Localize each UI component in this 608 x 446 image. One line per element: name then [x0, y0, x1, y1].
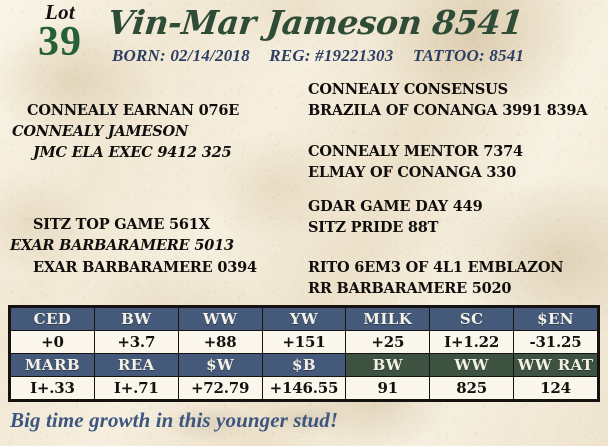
born-label: BORN: [112, 46, 166, 65]
pedigree-dam-sire-dam: SITZ PRIDE 88T [308, 219, 439, 236]
epd-value-sc: I+1.22 [429, 330, 515, 354]
epd-header-marb: MARB [10, 353, 95, 377]
epd-header-b: $B [261, 353, 347, 377]
epd-header-yw: YW [261, 307, 347, 331]
pedigree-sire-sire-dam: BRAZILA OF CONANGA 3991 839A [308, 102, 588, 119]
epd-header-ww: WW [177, 307, 263, 331]
pedigree-dam-dam: EXAR BARBARAMERE 0394 [33, 259, 257, 276]
epd-value-row-1: +0 +3.7 +88 +151 +25 I+1.22 -31.25 [10, 330, 598, 354]
epd-value-marb: I+.33 [10, 376, 95, 400]
epd-header-bw: BW [93, 307, 179, 331]
epd-header-sc: SC [429, 307, 515, 331]
epd-value-yw: +151 [261, 330, 347, 354]
epd-header-ww-rat: WW RAT [513, 353, 598, 377]
pedigree-dam-dam-dam: RR BARBARAMERE 5020 [308, 280, 512, 297]
pedigree-sire-dam: JMC ELA EXEC 9412 325 [33, 144, 232, 161]
epd-header-act-ww: WW [429, 353, 515, 377]
animal-name-title: Vin-Mar Jameson 8541 [105, 3, 525, 42]
epd-value-act-ww: 825 [429, 376, 515, 400]
reg-label: REG: [269, 46, 311, 65]
epd-header-en: $EN [513, 307, 598, 331]
epd-table: CED BW WW YW MILK SC $EN +0 +3.7 +88 +15… [8, 305, 600, 402]
pedigree-sire-sire: CONNEALY EARNAN 076E [27, 102, 240, 119]
tattoo-value: 8541 [489, 46, 525, 65]
lot-number: 39 [38, 19, 82, 65]
pedigree-dam-dam-sire: RITO 6EM3 OF 4L1 EMBLAZON [308, 259, 564, 276]
pedigree-dam: EXAR BARBARAMERE 5013 [10, 237, 234, 254]
epd-value-act-bw: 91 [345, 376, 431, 400]
epd-value-ww-rat: 124 [513, 376, 598, 400]
tattoo-label: TATTOO: [412, 46, 485, 65]
reg-value: #19221303 [315, 46, 394, 65]
lot-tagline: Big time growth in this younger stud! [10, 408, 339, 432]
epd-value-ww: +88 [177, 330, 263, 354]
epd-value-w: +72.79 [177, 376, 263, 400]
pedigree-sire: CONNEALY JAMESON [12, 123, 189, 140]
animal-id-line: BORN: 02/14/2018 REG: #19221303 TATTOO: … [112, 46, 524, 66]
lot-label: Lot [44, 0, 76, 24]
pedigree-sire-dam-dam: ELMAY OF CONANGA 330 [308, 164, 517, 181]
epd-header-milk: MILK [345, 307, 431, 331]
pedigree-sire-sire-sire: CONNEALY CONSENSUS [308, 81, 508, 98]
epd-value-b: +146.55 [261, 376, 347, 400]
born-value: 02/14/2018 [170, 46, 250, 65]
epd-header-ced: CED [10, 307, 95, 331]
epd-value-ced: +0 [10, 330, 95, 354]
pedigree-sire-dam-sire: CONNEALY MENTOR 7374 [308, 143, 523, 160]
card-header: Lot 39 Vin-Mar Jameson 8541 BORN: 02/14/… [0, 0, 608, 75]
epd-header-act-bw: BW [345, 353, 431, 377]
epd-value-row-2: I+.33 I+.71 +72.79 +146.55 91 825 124 [10, 376, 598, 400]
lot-number-block: Lot 39 [14, 0, 106, 65]
epd-value-en: -31.25 [513, 330, 598, 354]
epd-header-row-1: CED BW WW YW MILK SC $EN [10, 307, 598, 331]
epd-header-w: $W [177, 353, 263, 377]
pedigree-dam-sire: SITZ TOP GAME 561X [33, 216, 210, 233]
epd-value-rea: I+.71 [93, 376, 179, 400]
epd-header-rea: REA [93, 353, 179, 377]
pedigree-dam-sire-sire: GDAR GAME DAY 449 [308, 198, 483, 215]
epd-value-bw: +3.7 [93, 330, 179, 354]
pedigree-panel: CONNEALY EARNAN 076E CONNEALY JAMESON JM… [0, 75, 608, 303]
epd-header-row-2: MARB REA $W $B BW WW WW RAT [10, 353, 598, 377]
epd-value-milk: +25 [345, 330, 431, 354]
